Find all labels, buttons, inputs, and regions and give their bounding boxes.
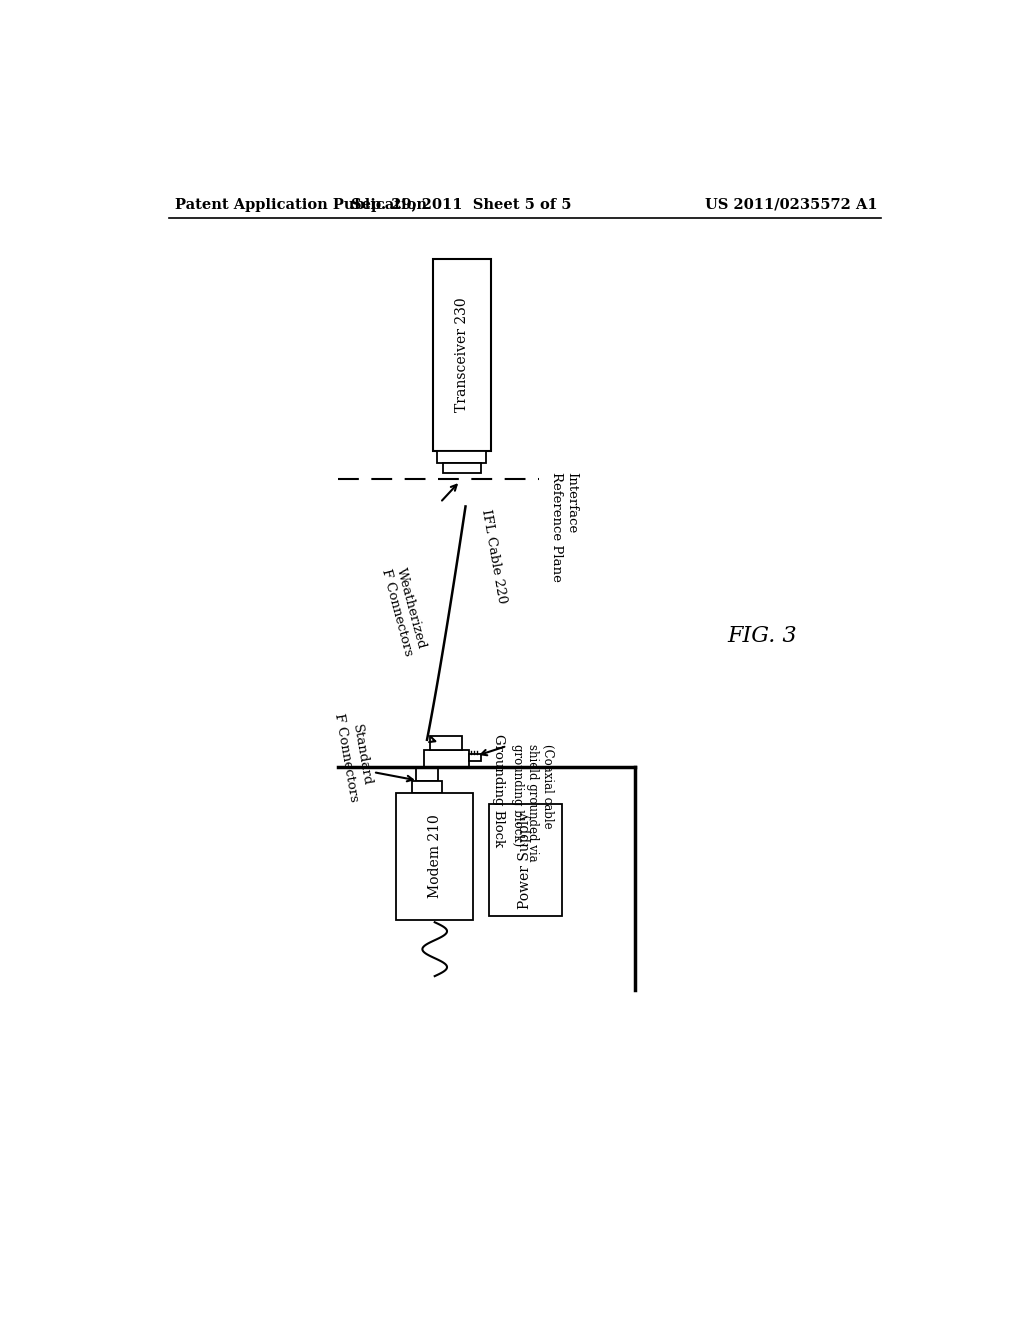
Text: Patent Application Publication: Patent Application Publication (175, 198, 427, 211)
Bar (433, 259, 490, 451)
Bar (430, 737, 463, 750)
Bar (416, 768, 438, 780)
Text: Modem 210: Modem 210 (428, 814, 441, 899)
Bar (396, 793, 473, 920)
Text: Weatherized
F Connectors: Weatherized F Connectors (379, 564, 429, 657)
Bar (442, 463, 480, 474)
Text: Grounding Block: Grounding Block (493, 734, 506, 847)
Bar (488, 804, 562, 916)
Bar (424, 750, 469, 767)
Text: Sep. 29, 2011  Sheet 5 of 5: Sep. 29, 2011 Sheet 5 of 5 (351, 198, 572, 211)
Text: Interface
Reference Plane: Interface Reference Plane (550, 471, 579, 582)
Bar (413, 780, 441, 793)
Text: IFL Cable 220: IFL Cable 220 (478, 508, 508, 605)
Text: Standard
F Connectors: Standard F Connectors (332, 710, 376, 804)
Bar (437, 451, 486, 463)
Text: (Coaxial cable
shield grounded via
grounding block): (Coaxial cable shield grounded via groun… (511, 744, 554, 862)
Text: Transceiver 230: Transceiver 230 (455, 297, 469, 412)
Text: Power Supply: Power Supply (518, 812, 532, 908)
Text: FIG. 3: FIG. 3 (727, 624, 797, 647)
Bar (469, 754, 481, 762)
Text: US 2011/0235572 A1: US 2011/0235572 A1 (705, 198, 878, 211)
